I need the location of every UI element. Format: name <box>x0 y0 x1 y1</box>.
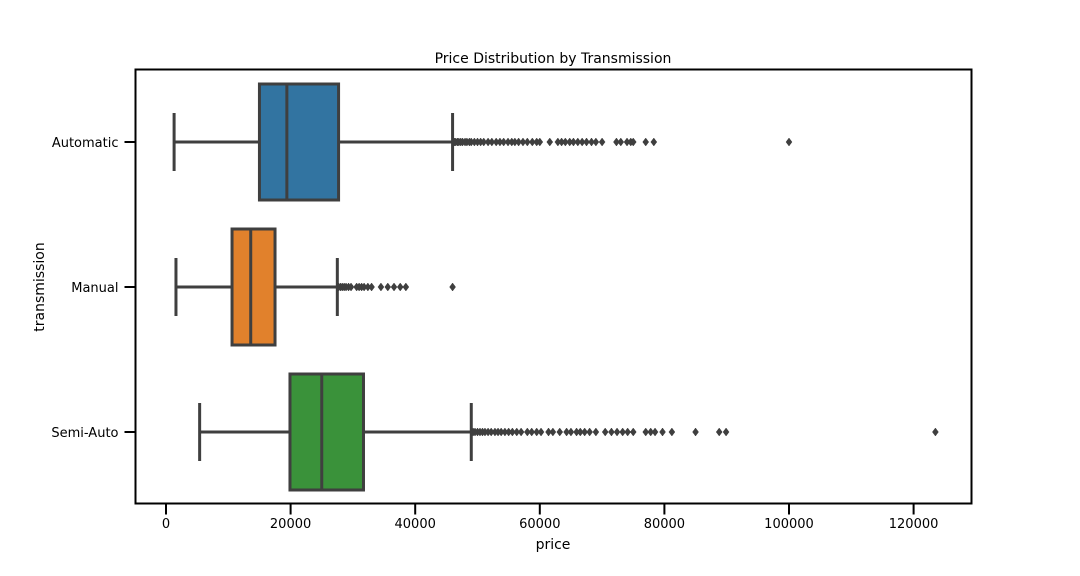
outlier-point <box>598 137 606 147</box>
outlier-point <box>624 427 631 437</box>
outlier-point <box>537 427 545 437</box>
outlier-point <box>347 282 355 292</box>
outlier-point <box>592 427 600 437</box>
outlier-point <box>647 427 655 437</box>
outlier-point <box>524 137 531 147</box>
outlier-point <box>528 427 536 437</box>
outlier-point <box>659 427 666 437</box>
outlier-point <box>629 427 637 437</box>
x-tick-label: 0 <box>162 517 170 532</box>
outlier-point <box>785 137 793 147</box>
outlier-point <box>613 137 620 147</box>
outlier-point <box>529 137 536 147</box>
outlier-point <box>570 137 577 147</box>
box-group-semi-auto <box>198 372 939 492</box>
outlier-point <box>567 427 575 437</box>
iqr-box <box>257 82 341 202</box>
outlier-point <box>546 137 554 147</box>
outlier-point <box>613 427 621 437</box>
outlier-point <box>513 427 521 437</box>
iqr-box <box>230 227 277 347</box>
outlier-point <box>588 137 595 147</box>
outlier-point <box>617 137 625 147</box>
box-group-manual <box>174 227 456 347</box>
outlier-point <box>500 137 507 147</box>
y-tick-label: Semi-Auto <box>51 426 118 441</box>
x-tick-label: 120000 <box>889 517 939 532</box>
y-tick-label: Manual <box>71 281 118 296</box>
outlier-point <box>517 427 525 437</box>
outlier-point <box>563 427 570 437</box>
x-tick-label: 20000 <box>270 517 311 532</box>
outlier-point <box>562 137 569 147</box>
chart-title: Price Distribution by Transmission <box>435 51 672 67</box>
outlier-point <box>581 427 588 437</box>
outlier-point <box>515 137 522 147</box>
outlier-point <box>642 137 650 147</box>
outlier-point <box>629 137 637 147</box>
outlier-point <box>549 427 557 437</box>
outlier-point <box>692 427 699 437</box>
outlier-point <box>390 282 398 292</box>
y-axis-title: transmission <box>32 242 48 331</box>
outlier-point <box>396 282 404 292</box>
box-group-automatic <box>172 82 793 202</box>
outlier-point <box>932 427 939 437</box>
x-tick-label: 100000 <box>764 517 814 532</box>
outlier-point <box>449 282 456 292</box>
outlier-point <box>536 137 544 147</box>
outlier-point <box>578 137 586 147</box>
outlier-point <box>574 137 582 147</box>
outlier-point <box>368 282 375 292</box>
outlier-point <box>592 137 600 147</box>
y-axis: Automatic Manual Semi-Auto <box>51 136 136 441</box>
outlier-point <box>576 427 584 437</box>
outlier-point <box>608 427 615 437</box>
outlier-point <box>402 282 410 292</box>
x-tick-label: 40000 <box>395 517 436 532</box>
outlier-point <box>384 282 392 292</box>
outlier-point <box>524 427 531 437</box>
outlier-point <box>715 427 723 437</box>
iqr-box <box>288 372 365 492</box>
x-axis-title: price <box>536 537 571 553</box>
outlier-point <box>722 427 730 437</box>
outlier-point <box>650 137 658 147</box>
x-tick-label: 60000 <box>519 517 560 532</box>
outlier-point <box>545 427 552 437</box>
outlier-point <box>642 427 650 437</box>
outlier-point <box>586 427 593 437</box>
outlier-point <box>556 427 564 437</box>
outlier-point <box>480 137 488 147</box>
outlier-point <box>519 137 527 147</box>
x-tick-label: 80000 <box>644 517 685 532</box>
outlier-point <box>533 427 540 437</box>
outlier-point <box>377 282 385 292</box>
outlier-point <box>651 427 659 437</box>
outlier-point <box>601 427 609 437</box>
y-tick-label: Automatic <box>52 136 119 151</box>
outlier-point <box>583 137 590 147</box>
outlier-point <box>509 427 516 437</box>
outlier-point <box>668 427 676 437</box>
plot-area <box>172 82 939 492</box>
outlier-point <box>488 137 496 147</box>
x-axis: 0 20000 40000 60000 80000 100000 120000 <box>162 503 939 532</box>
outlier-point <box>619 427 626 437</box>
